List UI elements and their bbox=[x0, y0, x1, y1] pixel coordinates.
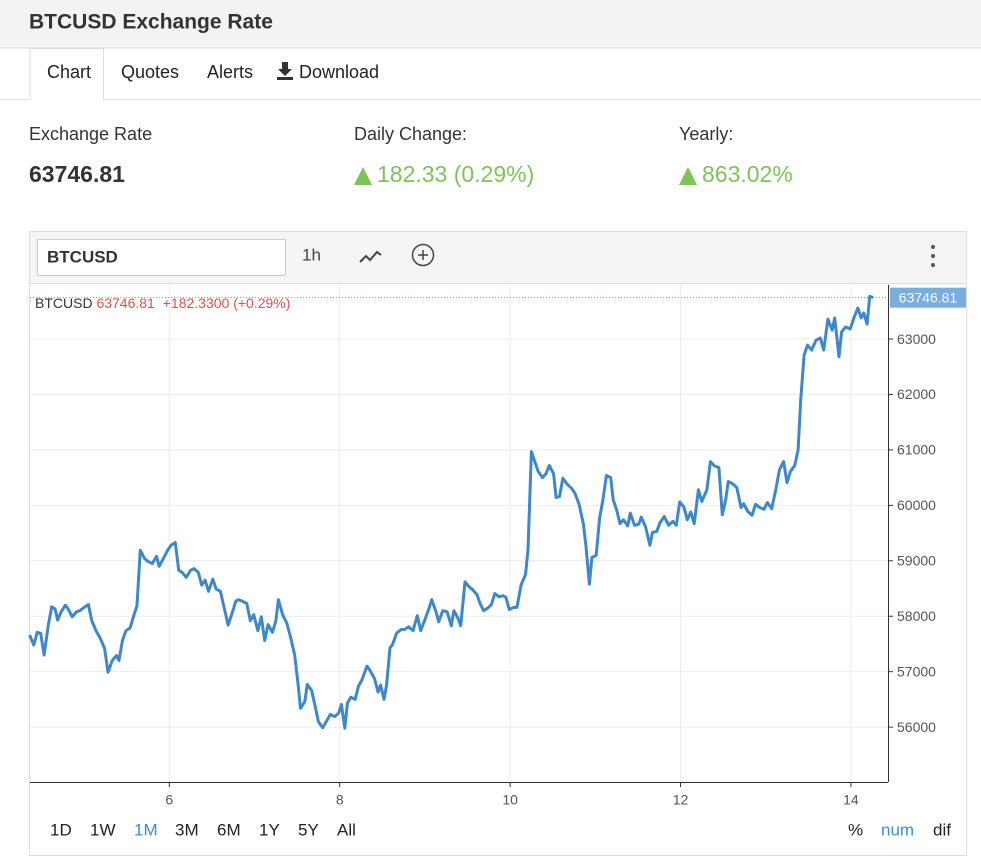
legend: BTCUSD 63746.81 +182.3300 (+0.29%) bbox=[35, 295, 290, 311]
stat-value: 182.33 (0.29%) bbox=[377, 161, 534, 187]
header-bar bbox=[0, 0, 981, 48]
legend-change: +182.3300 (+0.29%) bbox=[163, 295, 291, 311]
interval-button[interactable]: 1h bbox=[302, 245, 321, 264]
y-tick-label: 58000 bbox=[897, 608, 936, 624]
y-tick-label: 63000 bbox=[897, 331, 936, 347]
menu-dot bbox=[931, 245, 935, 249]
compare-icon-plus bbox=[418, 250, 428, 260]
scale-button[interactable]: % bbox=[848, 820, 863, 839]
symbol-input[interactable] bbox=[37, 239, 286, 276]
y-tick-label: 59000 bbox=[897, 553, 936, 569]
last-price-label: 63746.81 bbox=[899, 289, 958, 305]
x-tick-label: 8 bbox=[336, 792, 344, 808]
compare-icon[interactable] bbox=[411, 243, 435, 267]
last-price-box bbox=[890, 287, 966, 308]
up-arrow bbox=[354, 167, 372, 185]
y-tick-label: 57000 bbox=[897, 663, 936, 679]
stat-label: Exchange Rate bbox=[29, 124, 152, 144]
range-button[interactable]: 1M bbox=[134, 820, 158, 839]
x-tick-label: 14 bbox=[843, 792, 859, 808]
tab-download[interactable]: Download bbox=[299, 62, 379, 82]
scale-button[interactable]: num bbox=[881, 820, 914, 839]
y-tick-label: 56000 bbox=[897, 719, 936, 735]
active-tab-gap bbox=[31, 97, 103, 101]
stat-label: Yearly: bbox=[679, 124, 733, 144]
plot: 56000 57000 58000 59000 60000 61000 62000 63000… bbox=[28, 285, 966, 808]
tab-quotes[interactable]: Quotes bbox=[121, 62, 179, 82]
bottom-controls: 1D 1W 1M 3M 6M 1Y 5Y All% num dif bbox=[50, 820, 951, 839]
range-button[interactable]: 3M bbox=[175, 820, 199, 839]
range-button[interactable]: All bbox=[337, 820, 356, 839]
y-tick-label: 62000 bbox=[897, 386, 936, 402]
range-button[interactable]: 5Y bbox=[298, 820, 319, 839]
y-tick-label: 61000 bbox=[897, 442, 936, 458]
up-arrow bbox=[679, 167, 697, 185]
menu-dot bbox=[931, 254, 935, 258]
active-tab-frame bbox=[29, 48, 104, 100]
legend-symbol: BTCUSD bbox=[35, 295, 93, 311]
tab-alerts[interactable]: Alerts bbox=[207, 62, 253, 82]
scale-button[interactable]: dif bbox=[933, 820, 951, 839]
x-tick-label: 6 bbox=[165, 792, 173, 808]
x-tick-label: 12 bbox=[673, 792, 689, 808]
range-button[interactable]: 1Y bbox=[259, 820, 280, 839]
y-tick-label: 60000 bbox=[897, 497, 936, 513]
price-line bbox=[28, 294, 874, 730]
range-button[interactable]: 6M bbox=[217, 820, 241, 839]
stat-value: 863.02% bbox=[702, 161, 793, 187]
legend-price: 63746.81 bbox=[96, 295, 155, 311]
menu-dot bbox=[931, 263, 935, 267]
chart-widget bbox=[29, 231, 967, 856]
menu-icon[interactable] bbox=[931, 245, 935, 267]
range-button[interactable]: 1D bbox=[50, 820, 72, 839]
x-tick-label: 10 bbox=[502, 792, 518, 808]
stat-label: Daily Change: bbox=[354, 124, 467, 144]
chart-type-icon[interactable] bbox=[359, 250, 382, 263]
page-title: BTCUSD Exchange Rate bbox=[29, 11, 273, 34]
tab-chart[interactable]: Chart bbox=[47, 62, 91, 82]
symbol-input-text: BTCUSD bbox=[47, 247, 118, 266]
range-button[interactable]: 1W bbox=[90, 820, 116, 839]
stat-value: 63746.81 bbox=[29, 161, 125, 187]
download-icon[interactable] bbox=[277, 62, 293, 80]
